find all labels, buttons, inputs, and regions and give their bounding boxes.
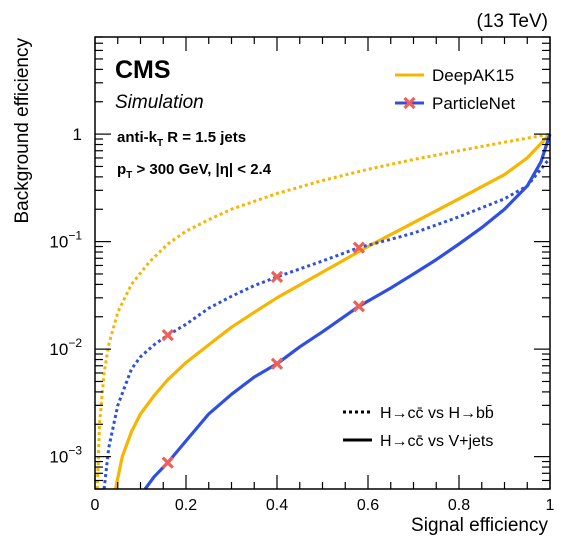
cms-label: CMS [115, 56, 171, 84]
legend-particlenet-label: ParticleNet [432, 94, 515, 113]
working-point-marker [352, 241, 366, 254]
y-tick-labels: 10−3 10−2 10−1 1 [49, 125, 82, 467]
legend-particlenet-marker [403, 96, 416, 110]
x-tick-labels: 0 0.2 0.4 0.6 0.8 1 [91, 497, 555, 514]
curve-particlenet-h-cc-vs-h-bb [102, 156, 552, 490]
legend-styles: H→cc̄ vs H→bb̄ H→cc̄ vs V+jets [343, 405, 494, 450]
legend-dotted-label: H→cc̄ vs H→bb̄ [380, 405, 494, 422]
jet-selection-label: anti-kT R = 1.5 jets [117, 129, 246, 149]
working-point-marker [161, 328, 174, 342]
simulation-label: Simulation [115, 92, 204, 113]
curve-deepak15-h-cc-vs-v-jets [113, 132, 552, 490]
x-axis-title: Signal efficiency [411, 515, 548, 536]
curve-particlenet-h-cc-vs-v-jets [143, 133, 552, 490]
working-point-marker [161, 456, 174, 469]
x-tick-label: 1 [546, 497, 555, 514]
working-point-marker [270, 270, 284, 284]
x-tick-label: 0.4 [266, 497, 288, 514]
y-tick-label: 10−3 [49, 444, 82, 467]
jet-label-post: R = 1.5 jets [163, 129, 246, 146]
jet-label-pre: anti-k [117, 129, 158, 146]
legend-solid-label: H→cc̄ vs V+jets [380, 433, 493, 450]
energy-label: (13 TeV) [477, 11, 548, 32]
cut-label-sub: T [126, 170, 132, 181]
x-tick-label: 0 [91, 497, 100, 514]
x-tick-label: 0.2 [175, 497, 197, 514]
x-tick-label: 0.8 [448, 497, 470, 514]
jet-label-sub: T [157, 138, 163, 149]
working-point-marker [270, 357, 284, 370]
legend-models: DeepAK15 ParticleNet [395, 66, 515, 113]
x-tick-label: 0.6 [357, 497, 379, 514]
y-axis-title: Background efficiency [12, 38, 33, 224]
axis-ticks [94, 36, 551, 490]
y-tick-label: 10−1 [49, 229, 82, 252]
working-point-markers [161, 241, 366, 469]
y-tick-label: 1 [73, 125, 82, 144]
y-tick-label: 10−2 [49, 336, 82, 359]
kinematic-cut-label: pT > 300 GeV, |η| < 2.4 [117, 161, 272, 181]
cut-label-post: > 300 GeV, |η| < 2.4 [132, 161, 271, 178]
legend-deepak15-label: DeepAK15 [432, 66, 514, 85]
working-point-marker [352, 300, 366, 313]
cut-label-pre: p [117, 161, 126, 178]
